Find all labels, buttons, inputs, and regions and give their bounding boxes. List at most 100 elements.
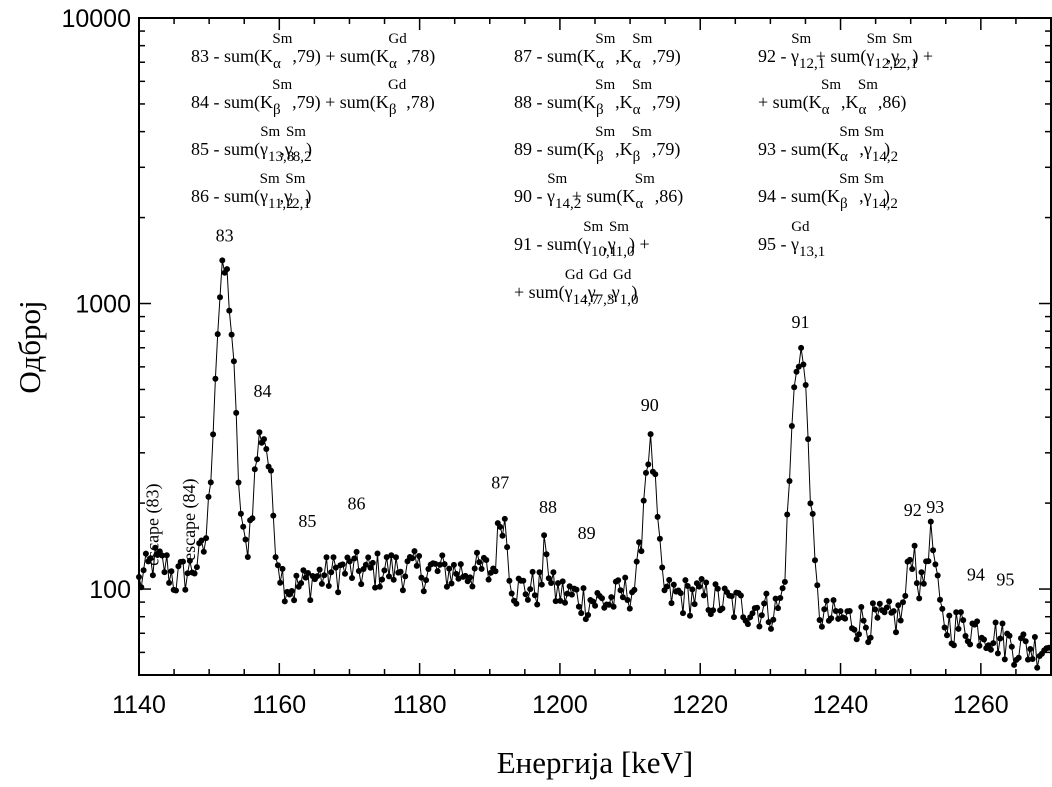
data-point (550, 569, 557, 576)
data-point (492, 568, 499, 575)
legend-text-run: α (840, 149, 848, 165)
legend-text-run: 94 - sum(K (758, 186, 840, 207)
data-point (564, 590, 571, 597)
data-point (950, 642, 957, 649)
data-point (666, 576, 673, 583)
legend-entry: 89 - sum(KβSm,KβSm,79) (514, 124, 680, 165)
data-point (325, 583, 332, 589)
legend-entry: 93 - sum(Kα Sm,γ14,2 Sm) (758, 124, 898, 165)
data-point (837, 608, 844, 615)
y-tick-labels: 100 1000 10000 (61, 5, 131, 604)
data-point (321, 572, 328, 579)
data-point (668, 600, 675, 607)
legend-text-run: Sm (272, 77, 292, 93)
legend-text-run: β (633, 149, 641, 165)
peak-label-88: 88 (539, 497, 557, 517)
data-point (388, 552, 395, 559)
legend-text-run: ,K (841, 92, 859, 112)
data-point (318, 580, 325, 587)
data-point (985, 642, 992, 649)
data-point (254, 456, 261, 463)
legend-entry: 84 - sum(KβSm,79) + sum(KβGd,78) (191, 77, 435, 118)
data-point (636, 539, 643, 546)
peak-label-94: 94 (967, 565, 985, 585)
data-point (934, 572, 941, 579)
data-point (138, 584, 145, 591)
data-point (775, 605, 781, 612)
data-point (939, 605, 946, 612)
data-point (261, 436, 267, 443)
data-point (851, 626, 858, 633)
data-point (779, 585, 786, 592)
legend-text-run: + sum(γ (811, 46, 874, 67)
data-point (862, 624, 869, 631)
data-point (520, 577, 527, 584)
data-point (913, 580, 920, 587)
data-point (263, 446, 270, 452)
data-point (534, 601, 541, 608)
data-point (210, 431, 217, 438)
data-point (619, 594, 626, 601)
legend-entry: 94 - sum(Kβ Sm,γ14,2 Sm) (758, 171, 898, 212)
data-point (784, 511, 791, 518)
data-point (812, 557, 818, 564)
data-point (393, 554, 399, 561)
legend-entry: 83 - sum(KαSm,79) + sum(KαGd,78) (191, 31, 435, 72)
legend-text-run: ,γ (603, 234, 616, 254)
data-point (807, 500, 814, 507)
data-point (893, 629, 899, 636)
data-point (307, 597, 314, 604)
data-point (719, 605, 726, 612)
legend-text-run: ,γ (859, 139, 872, 159)
legend-text-run: Gd (589, 267, 608, 283)
data-point (203, 535, 210, 542)
legend-text-run: β (596, 102, 604, 118)
data-point (450, 561, 457, 568)
data-point (483, 557, 490, 563)
legend-text-run: 86 - sum(γ (191, 186, 268, 207)
legend-text-run: ,86) (878, 92, 907, 113)
data-point (369, 559, 376, 566)
data-point (531, 592, 538, 599)
data-point (788, 423, 795, 429)
escape-label: escape (83) (143, 483, 164, 565)
data-point (765, 619, 772, 626)
legend-text-run: ,79) + sum(K (292, 46, 389, 67)
data-point (367, 564, 374, 571)
legend-text-run: 88 - sum(K (514, 92, 596, 113)
data-point (314, 573, 321, 580)
legend-text-run: ,K (615, 92, 633, 112)
data-point (1022, 638, 1029, 645)
legend-text-run: 10,1 (591, 244, 617, 260)
legend-text-run: α (633, 56, 641, 72)
data-point (217, 294, 223, 301)
peak-label-91: 91 (792, 312, 810, 332)
data-point (992, 619, 999, 626)
data-point (467, 574, 474, 581)
data-point (302, 574, 309, 581)
legend-text-run: 90 - γ (514, 186, 555, 206)
data-point (645, 461, 652, 468)
data-point (339, 561, 346, 568)
data-point (277, 579, 284, 586)
data-point (184, 570, 191, 577)
data-point (441, 561, 448, 568)
data-point (606, 601, 612, 608)
data-point (791, 384, 798, 391)
data-point (682, 577, 689, 584)
data-point (376, 583, 383, 590)
plot-frame (138, 17, 1052, 676)
data-point (957, 609, 964, 616)
legend-text-run: 91 - sum(γ (514, 234, 591, 255)
legend-text-run: 87 - sum(K (514, 46, 596, 67)
legend-text-run: Sm (285, 171, 305, 187)
legend: 83 - sum(KαSm,79) + sum(KαGd,78) 84 - sum… (191, 31, 933, 308)
legend-text-run: Sm (864, 171, 884, 187)
data-point (710, 607, 717, 614)
data-point (763, 590, 770, 597)
data-point (1011, 661, 1018, 668)
data-point (212, 375, 219, 382)
data-point (305, 570, 311, 576)
data-point (830, 597, 837, 604)
data-point (744, 621, 751, 628)
